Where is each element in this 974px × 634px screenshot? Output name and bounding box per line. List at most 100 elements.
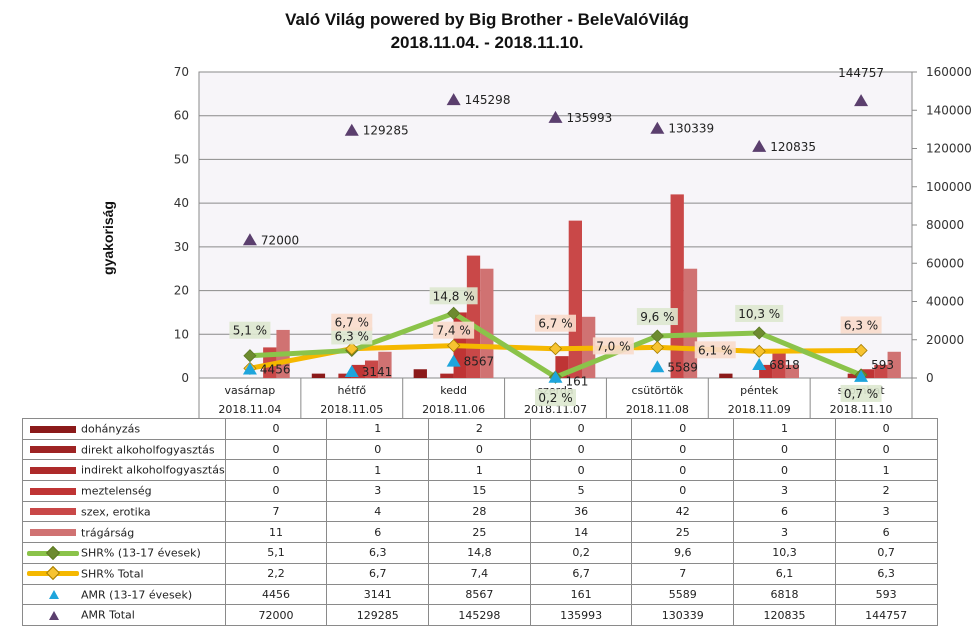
bar (364, 360, 379, 378)
shr-total-label: 6,7 % (538, 317, 572, 331)
shr-total-label-bg (840, 316, 882, 334)
x-date-label: 2018.11.08 (626, 403, 689, 416)
table-cell: 0 (529, 438, 633, 461)
legend-key-icon (27, 505, 79, 518)
amr-teen-label: 5589 (667, 360, 698, 374)
table-cell: 1 (428, 459, 531, 482)
chart-title: Való Világ powered by Big Brother - Bele… (0, 8, 974, 54)
legend-label: meztelenség (81, 484, 152, 498)
amr-total-label: 129285 (363, 124, 409, 138)
amr-teen-label: 8567 (464, 355, 495, 369)
table-cell: 3141 (326, 583, 430, 606)
table-row: SHR% (13-17 évesek) 5,1 6,3 14,8 0,2 9,6 10,3 0… (22, 542, 938, 564)
table-cell: 3 (326, 480, 430, 502)
legend-label: indirekt alkoholfogyasztás (81, 463, 225, 477)
shr-total-label-bg (433, 321, 475, 339)
diamond-marker (447, 339, 461, 353)
x-tick-label: kedd (440, 384, 467, 397)
legend-label: AMR Total (81, 608, 135, 622)
shr-total-label: 7,0 % (596, 339, 630, 353)
table-cell: 36 (529, 500, 633, 523)
y2-tick-label: 160000 (926, 65, 972, 79)
legend-cell: direkt alkoholfogyasztás (22, 438, 226, 461)
table-cell: 14 (529, 521, 633, 544)
table-cell: 2,2 (224, 562, 328, 585)
legend-key-icon (27, 566, 79, 581)
table-row: szex, erotika 7 4 28 36 42 6 3 (22, 500, 938, 523)
shr-teen-label: 0,7 % (844, 387, 878, 401)
legend-cell: dohányzás (22, 418, 226, 440)
y2-tick-label: 100000 (926, 180, 972, 194)
table-row: SHR% Total 2,2 6,7 7,4 6,7 7 6,1 6,3 (22, 562, 938, 585)
table-row: direkt alkoholfogyasztás 0 0 0 0 0 0 0 (22, 438, 938, 461)
table-cell: 3 (733, 480, 836, 502)
table-cell: 25 (631, 521, 735, 544)
table-cell: 6,3 (834, 562, 938, 585)
table-cell: 5 (529, 480, 633, 502)
table-cell: 11 (224, 521, 328, 544)
amr-teen-label: 593 (871, 358, 894, 372)
table-cell: 5,1 (224, 542, 328, 564)
triangle-marker (446, 354, 461, 367)
amr-teen-label: 4456 (260, 362, 291, 376)
table-cell: 145298 (428, 604, 531, 626)
table-cell: 0 (631, 459, 735, 482)
x-date-label: 2018.11.04 (218, 403, 281, 416)
table-cell: 0 (224, 459, 328, 482)
amr-teen-label: 6818 (769, 358, 800, 372)
amr-total-label: 120835 (770, 140, 816, 154)
y2-tick-label: 120000 (926, 142, 972, 156)
triangle-marker (344, 364, 359, 377)
shr-total-label-bg (694, 341, 736, 359)
table-cell: 1 (834, 459, 938, 482)
bar (378, 351, 392, 378)
shr-total-label-bg (535, 314, 576, 332)
shr-teen-label-bg (636, 308, 678, 326)
bar (887, 351, 901, 378)
table-cell: 0 (529, 459, 633, 482)
table-cell: 42 (631, 500, 735, 523)
table-cell: 7,4 (428, 562, 531, 585)
data-table: dohányzás 0 1 2 0 0 1 0 direkt alkoholfogyasztás… (22, 418, 938, 626)
bar (785, 364, 800, 378)
table-cell: 0,7 (834, 542, 938, 564)
table-cell: 28 (428, 500, 531, 523)
bar (719, 373, 733, 378)
shr-total-label: 6,3 % (844, 318, 878, 332)
triangle-marker (854, 94, 869, 107)
legend-key-icon (27, 588, 79, 601)
table-cell: 135993 (529, 604, 633, 626)
y2-tick-label: 60000 (926, 256, 964, 270)
bar (338, 373, 352, 378)
amr-teen-label: 161 (566, 375, 589, 389)
table-cell: 14,8 (428, 542, 531, 564)
legend-key-icon (27, 464, 79, 477)
shr-teen-label: 0,2 % (538, 391, 572, 405)
amr-total-label: 145298 (465, 93, 511, 107)
table-cell: 1 (326, 418, 430, 440)
table-cell: 0 (224, 480, 328, 502)
legend-cell: SHR% Total (22, 562, 226, 585)
x-date-label: 2018.11.09 (728, 403, 791, 416)
shr-total-label: 6,7 % (335, 316, 369, 330)
y-tick-label: 10 (174, 327, 189, 341)
y-tick-label: 50 (174, 152, 189, 166)
shr-teen-label-bg (229, 321, 271, 339)
legend-label: dohányzás (81, 422, 141, 436)
table-cell: 0 (326, 438, 430, 461)
legend-cell: AMR (13-17 évesek) (22, 583, 226, 606)
triangle-marker (344, 123, 359, 136)
shr-teen-label: 10,3 % (738, 307, 780, 321)
legend-cell: meztelenség (22, 480, 226, 502)
legend-key-icon (27, 485, 79, 498)
bar (440, 373, 454, 378)
table-row: trágárság 11 6 25 14 25 3 6 (22, 521, 938, 544)
table-cell: 7 (224, 500, 328, 523)
table-cell: 4 (326, 500, 430, 523)
table-cell: 72000 (224, 604, 328, 626)
table-cell: 6818 (733, 583, 836, 606)
y-tick-label: 70 (174, 65, 189, 79)
y2-tick-label: 0 (926, 371, 934, 385)
x-date-label: 2018.11.07 (524, 403, 587, 416)
table-cell: 0 (224, 438, 328, 461)
